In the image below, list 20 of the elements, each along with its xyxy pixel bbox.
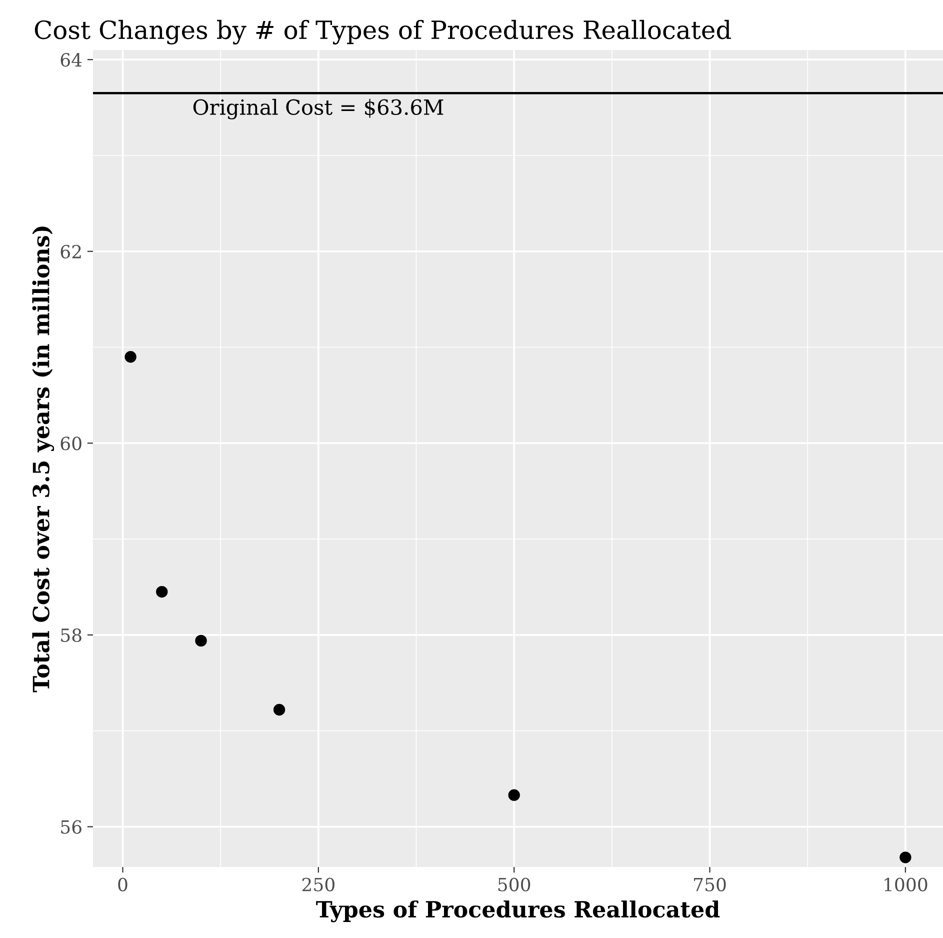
x-tick-label: 250	[302, 878, 334, 892]
y-tick-label: 56	[61, 820, 82, 834]
point	[124, 351, 136, 363]
point	[273, 704, 286, 716]
y-tick-label: 58	[61, 628, 82, 642]
y-tick-label: 64	[60, 53, 82, 67]
point	[156, 586, 168, 598]
y-axis-title: Total Cost over 3.5 years (in millions)	[32, 226, 54, 692]
x-tick-label: 0	[118, 878, 128, 892]
x-tick-label: 750	[694, 878, 726, 892]
x-tick-label: 500	[498, 878, 530, 892]
y-tick-label: 60	[60, 436, 82, 450]
ref-line-label: Original Cost = $63.6M	[193, 98, 444, 120]
y-tick-label: 62	[60, 244, 81, 258]
x-axis-title: Types of Procedures Reallocated	[316, 900, 720, 922]
point	[508, 789, 520, 801]
x-tick-label: 1000	[884, 878, 928, 892]
chart-title: Cost Changes by # of Types of Procedures Reallocated	[34, 20, 731, 44]
point	[900, 852, 912, 864]
point	[195, 634, 207, 647]
